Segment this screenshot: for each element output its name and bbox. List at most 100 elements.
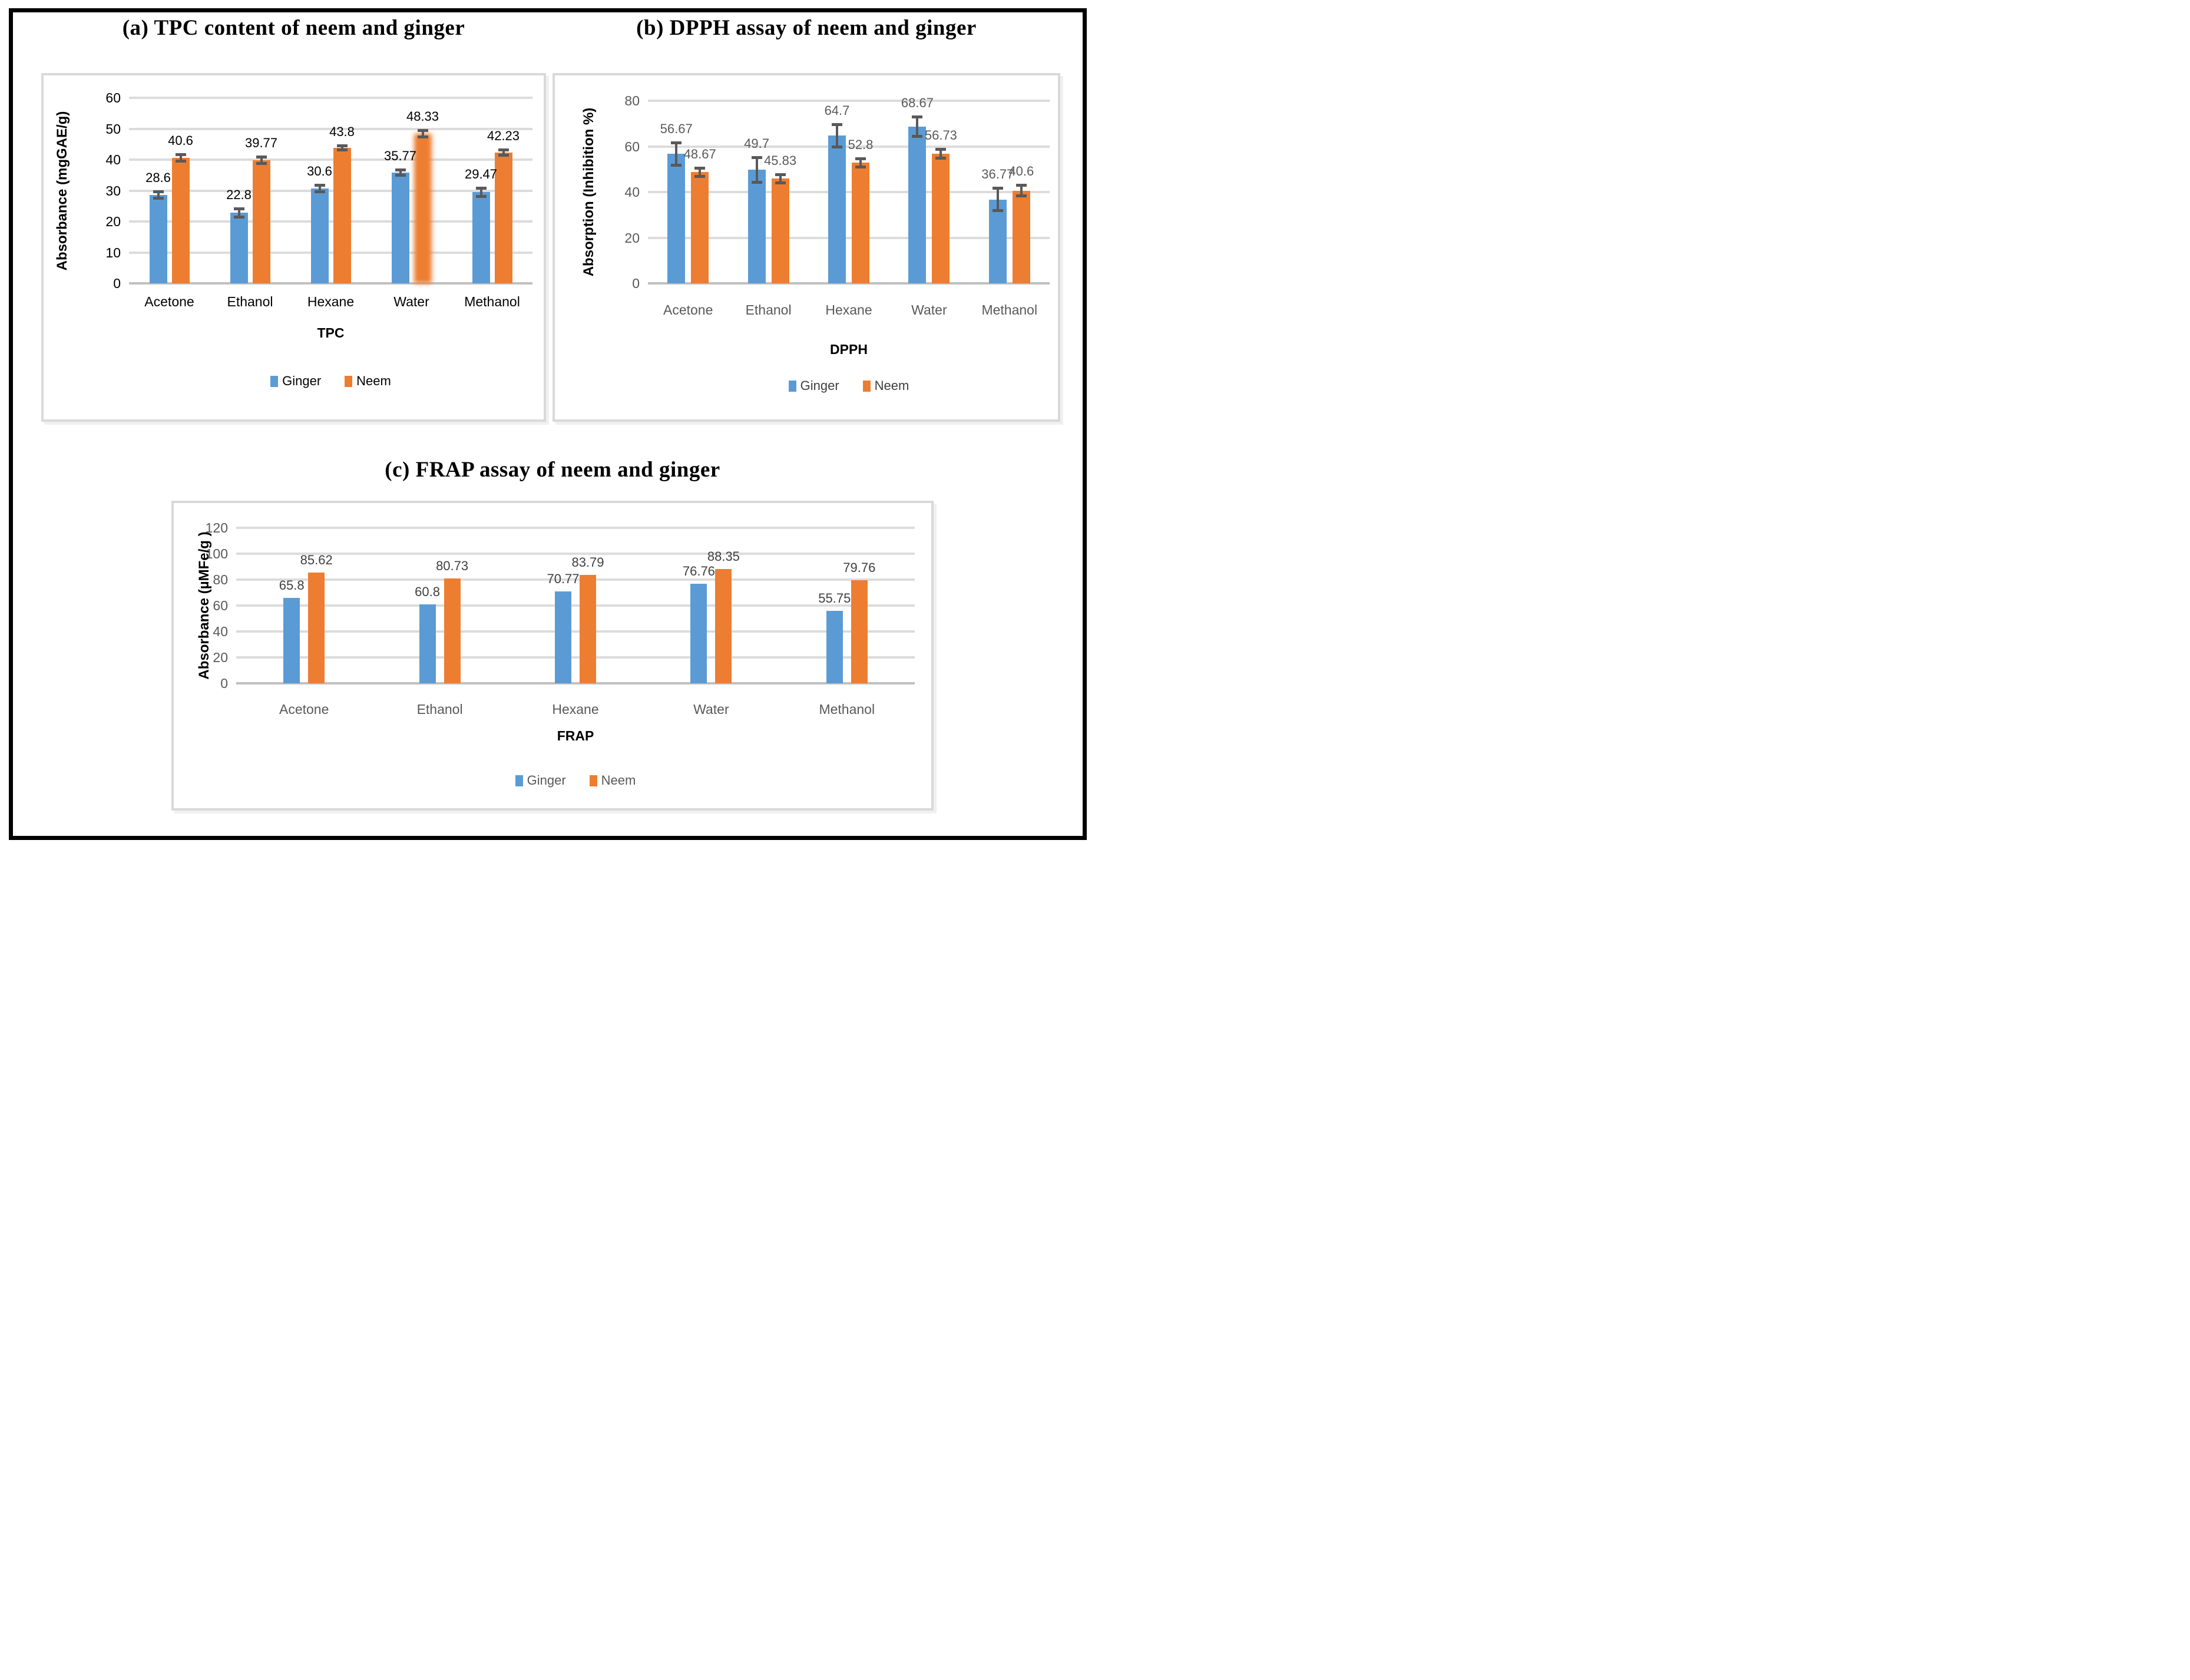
y-tick-label: 40 [213, 624, 228, 639]
data-label: 28.6 [145, 170, 171, 185]
error-bar-line [916, 115, 919, 138]
category-label: Methanol [464, 294, 520, 309]
error-bar-cap [256, 162, 267, 166]
error-bar [912, 115, 923, 138]
error-bar-cap [498, 154, 509, 157]
y-tick-label: 0 [113, 276, 121, 291]
category-label: Hexane [307, 294, 355, 309]
data-label: 42.23 [487, 128, 520, 144]
y-tick-label: 40 [105, 152, 121, 167]
bar-neem-water [413, 134, 432, 283]
error-bar-cap [751, 156, 762, 160]
data-label: 48.67 [683, 146, 716, 161]
category-label: Hexane [552, 702, 599, 717]
error-bar-cap [153, 196, 164, 200]
error-bar [935, 148, 947, 160]
bar-ginger-ethanol [419, 604, 436, 683]
chart-a-panel: 0 10 20 30 40 50 60 Absorbance (mgGAE/g) Acetone… [41, 73, 546, 422]
error-bar-cap [498, 148, 509, 152]
gridline [129, 220, 532, 223]
data-label: 29.47 [464, 166, 498, 181]
error-bar [395, 168, 406, 177]
gridline [648, 191, 1050, 193]
error-bar-line [939, 148, 942, 160]
error-bar-cap [912, 135, 923, 138]
gridline [236, 656, 915, 659]
error-bar-cap [1015, 194, 1027, 198]
figure-border [9, 8, 1087, 840]
error-bar-cap [855, 157, 866, 160]
error-bar-cap [855, 166, 866, 169]
error-bar-cap [935, 148, 947, 151]
data-label: 60.8 [415, 584, 440, 600]
bar-ginger-ethanol [230, 213, 248, 283]
legend-swatch-ginger [515, 775, 523, 786]
legend: Ginger Neem [236, 773, 915, 788]
error-bar-line [996, 187, 999, 212]
category-label: Water [693, 702, 729, 717]
category-label: Acetone [144, 294, 194, 309]
category-label: Hexane [825, 302, 872, 318]
error-bar-cap [694, 175, 706, 178]
error-bar-cap [671, 163, 682, 167]
y-tick-label: 80 [624, 93, 640, 108]
error-bar-cap [775, 173, 786, 176]
error-bar [417, 129, 428, 139]
error-bar-cap [175, 153, 186, 156]
error-bar-cap [417, 129, 428, 133]
bar-neem-water [715, 568, 732, 683]
category-label: Ethanol [227, 294, 273, 309]
bar-neem-methanol [851, 580, 868, 683]
data-label: 56.67 [660, 121, 693, 137]
error-bar [1015, 184, 1027, 198]
error-bar-line [859, 157, 862, 169]
data-label: 49.7 [744, 136, 769, 151]
legend: Ginger Neem [648, 378, 1050, 393]
chart-c-title: (c) FRAP assay of neem and ginger [385, 458, 720, 482]
error-bar-cap [775, 181, 786, 185]
legend-item-ginger: Ginger [515, 773, 566, 788]
error-bar [336, 144, 348, 152]
error-bar-line [779, 173, 782, 185]
legend-item-ginger: Ginger [788, 378, 839, 393]
data-label: 48.33 [406, 109, 439, 124]
legend-label: Ginger [800, 378, 839, 393]
error-bar [256, 156, 267, 166]
y-tick-label: 0 [220, 676, 228, 691]
gridline [236, 553, 915, 555]
error-bar [498, 148, 509, 157]
bar-ginger-hexane [555, 591, 571, 683]
bar-ginger-hexane [828, 135, 846, 283]
error-bar-cap [233, 215, 244, 219]
data-label: 36.77 [981, 167, 1014, 182]
legend-swatch-ginger [270, 375, 279, 387]
error-bar-cap [1015, 184, 1027, 187]
data-label: 45.83 [764, 153, 797, 168]
gridline [648, 100, 1050, 102]
error-bar-line [1020, 184, 1023, 198]
bar-ginger-water [908, 126, 927, 283]
category-label: Water [911, 302, 947, 318]
error-bar-cap [395, 168, 406, 172]
error-bar [775, 173, 786, 185]
error-bar-cap [336, 148, 348, 152]
error-bar-cap [314, 190, 325, 194]
legend: Ginger Neem [129, 373, 532, 389]
error-bar-cap [694, 166, 706, 170]
gridline [129, 127, 532, 130]
error-bar-cap [992, 187, 1003, 190]
legend-swatch-neem [862, 380, 871, 392]
error-bar-line [755, 156, 758, 184]
error-bar-line [421, 129, 424, 139]
y-tick-label: 50 [105, 121, 121, 137]
category-label: Acetone [663, 302, 713, 318]
bar-ginger-water [391, 173, 409, 283]
y-tick-label: 40 [624, 184, 640, 200]
gridline [648, 236, 1050, 239]
data-label: 30.6 [307, 164, 332, 179]
error-bar [832, 123, 842, 148]
x-axis-title: FRAP [557, 728, 594, 743]
data-label: 22.8 [226, 187, 252, 202]
bar-ginger-methanol [988, 199, 1007, 283]
y-tick-label: 100 [205, 546, 228, 561]
